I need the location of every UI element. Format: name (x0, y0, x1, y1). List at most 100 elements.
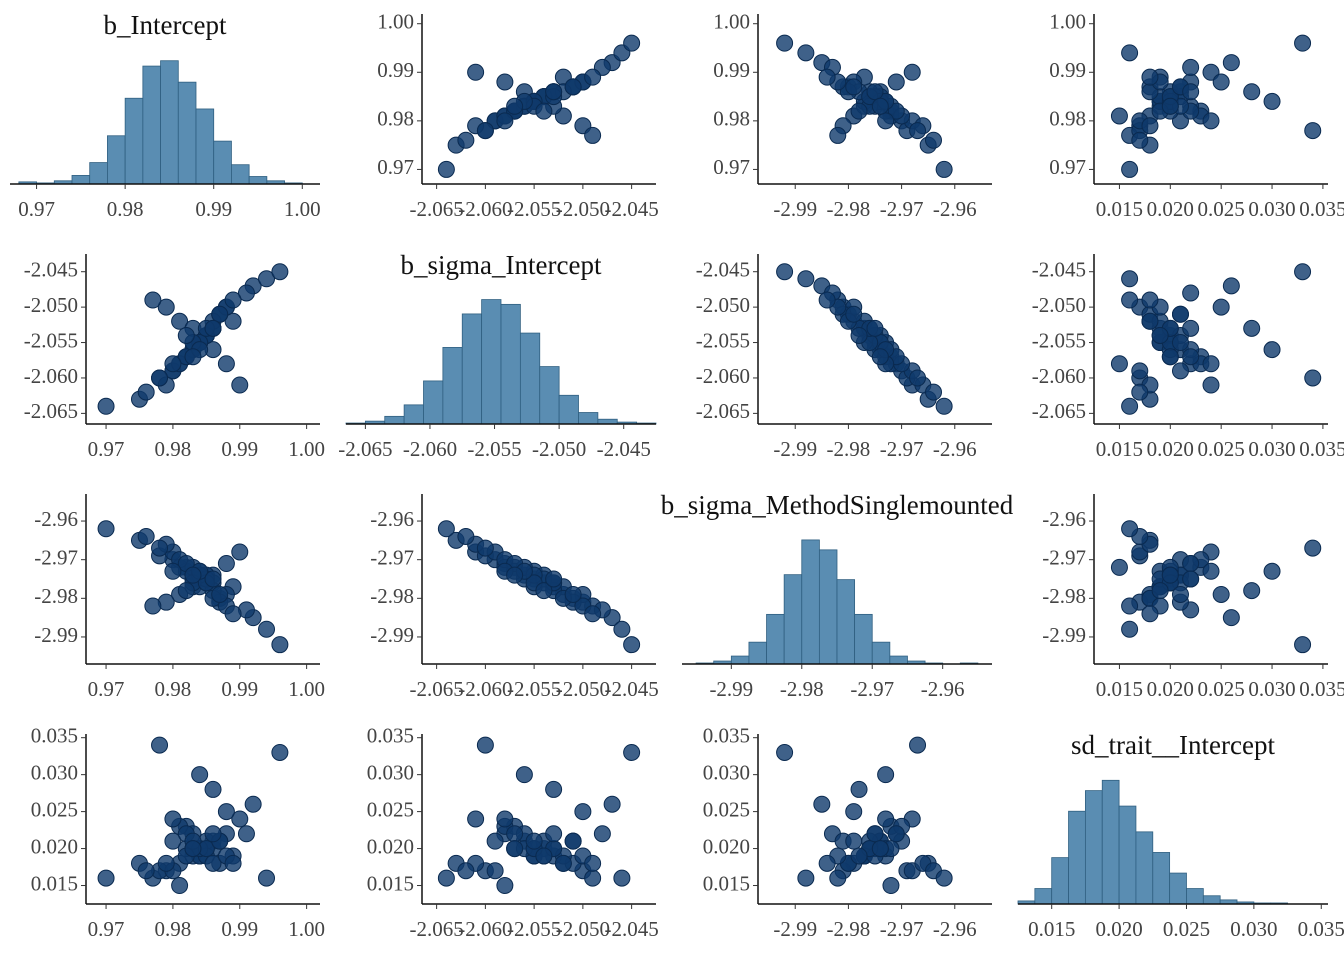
panel-title: b_Intercept (104, 10, 227, 40)
x-tick-label: -2.055 (507, 917, 561, 941)
x-tick-label: 1.00 (284, 197, 321, 221)
x-tick-label: -2.045 (605, 197, 659, 221)
hist-bar (519, 332, 541, 425)
point (554, 854, 572, 872)
y-tick-label: 1.00 (377, 10, 414, 34)
point (137, 383, 155, 401)
x-tick-label: 0.98 (107, 197, 144, 221)
hist-bar (107, 135, 126, 185)
point (496, 877, 514, 895)
point (486, 832, 504, 850)
hist-bar (231, 164, 250, 185)
y-tick-label: 0.98 (377, 107, 414, 131)
point (224, 312, 242, 330)
point (613, 869, 631, 887)
point (157, 854, 175, 872)
point (1121, 291, 1139, 309)
point (496, 112, 514, 130)
hist-bar (801, 539, 820, 665)
point (887, 73, 905, 91)
x-tick-label: 0.99 (221, 677, 258, 701)
point (237, 284, 255, 302)
point (584, 68, 602, 86)
point (231, 543, 249, 561)
point (457, 862, 475, 880)
point (151, 539, 169, 557)
hist-bar (748, 641, 767, 665)
point (1182, 555, 1200, 573)
x-tick-label: -2.050 (556, 197, 610, 221)
hist-bar (539, 366, 560, 425)
point (584, 605, 602, 623)
y-tick-label: 0.015 (31, 871, 78, 895)
x-tick-label: -2.99 (773, 437, 817, 461)
point (925, 383, 942, 401)
point (204, 319, 222, 337)
x-tick-label: 1.00 (288, 437, 325, 461)
y-tick-label: -2.055 (1032, 328, 1086, 352)
hist-bar (142, 65, 161, 185)
point (850, 847, 868, 865)
hist-bar (558, 394, 579, 425)
y-tick-label: 0.97 (377, 155, 414, 179)
point (1151, 326, 1169, 344)
point (1212, 73, 1230, 91)
point (1294, 34, 1312, 52)
point (545, 780, 563, 798)
panel-title: b_sigma_Intercept (401, 250, 602, 280)
y-tick-label: 0.035 (703, 724, 750, 748)
y-tick-label: -2.98 (34, 584, 78, 608)
point (1182, 570, 1200, 588)
x-tick-label: 0.035 (1299, 437, 1344, 461)
point (1171, 334, 1189, 352)
y-tick-label: -2.98 (370, 584, 414, 608)
point (776, 743, 794, 761)
x-tick-label: 0.97 (88, 437, 125, 461)
point (224, 605, 242, 623)
y-tick-label: 0.025 (31, 797, 78, 821)
point (164, 562, 182, 580)
point (887, 825, 905, 843)
point (1202, 376, 1220, 394)
hist-bar (89, 162, 108, 185)
x-tick-label: 0.97 (88, 677, 125, 701)
hist-bar (195, 108, 215, 185)
y-tick-label: -2.97 (370, 545, 414, 569)
point (164, 832, 182, 850)
x-tick-label: -2.050 (556, 677, 610, 701)
point (845, 305, 863, 323)
point (1304, 539, 1322, 557)
x-tick-label: 0.025 (1163, 917, 1210, 941)
y-tick-label: 1.00 (713, 10, 750, 34)
y-tick-label: 0.98 (1049, 107, 1086, 131)
hist-bar (461, 313, 483, 425)
y-tick-label: 0.99 (713, 58, 750, 82)
point (1263, 562, 1281, 580)
hist-bar (854, 613, 873, 665)
point (1141, 291, 1159, 309)
point (1212, 585, 1230, 603)
x-tick-label: 0.020 (1147, 677, 1194, 701)
point (467, 810, 485, 828)
y-tick-label: 0.035 (31, 724, 78, 748)
x-tick-label: 0.99 (221, 437, 258, 461)
point (211, 585, 229, 603)
point (877, 810, 895, 828)
y-tick-label: -2.045 (24, 258, 78, 282)
point (1121, 520, 1139, 538)
point (137, 528, 155, 545)
point (177, 326, 195, 344)
point (887, 102, 905, 120)
x-tick-label: -2.98 (780, 677, 824, 701)
hist-bar (384, 415, 405, 425)
y-tick-label: 0.035 (367, 724, 414, 748)
point (1202, 562, 1220, 580)
x-tick-label: 0.030 (1230, 917, 1277, 941)
y-tick-label: -2.045 (696, 258, 750, 282)
point (623, 636, 641, 654)
point (217, 555, 235, 573)
point (1182, 319, 1200, 337)
x-tick-label: -2.96 (933, 917, 977, 941)
point (506, 566, 524, 584)
